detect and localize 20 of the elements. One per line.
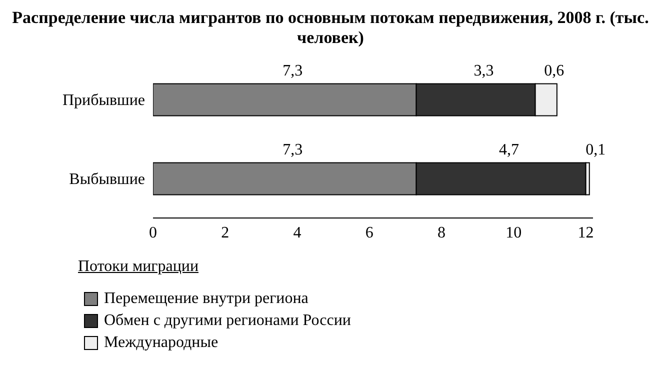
x-tick-label: 2 [221, 224, 230, 242]
data-label: 7,3 [282, 142, 303, 159]
data-label: 3,3 [474, 62, 494, 80]
legend-label: Международные [104, 334, 218, 352]
chart-title: Распределение числа мигрантов по основным потокам передвижения, 2008 г. (тыс. человек) [11, 8, 650, 48]
data-label: 0,1 [586, 142, 606, 159]
x-tick-label: 0 [149, 224, 157, 242]
x-tick-label: 8 [438, 224, 446, 242]
x-tick-label: 12 [578, 224, 594, 242]
x-tick-label: 6 [365, 224, 374, 242]
legend-label: Перемещение внутри региона [104, 290, 308, 308]
data-label: 7,3 [282, 62, 303, 80]
data-label: 4,7 [499, 142, 520, 159]
x-tick-label: 4 [293, 224, 302, 242]
legend-title: Потоки миграции [78, 258, 200, 276]
legend-label: Обмен с другими регионами России [104, 312, 351, 330]
y-tick-label: Прибывшие [62, 92, 145, 110]
data-label: 0,6 [544, 62, 564, 80]
x-tick-label: 10 [506, 224, 522, 242]
y-tick-label: Выбывшие [69, 171, 145, 188]
